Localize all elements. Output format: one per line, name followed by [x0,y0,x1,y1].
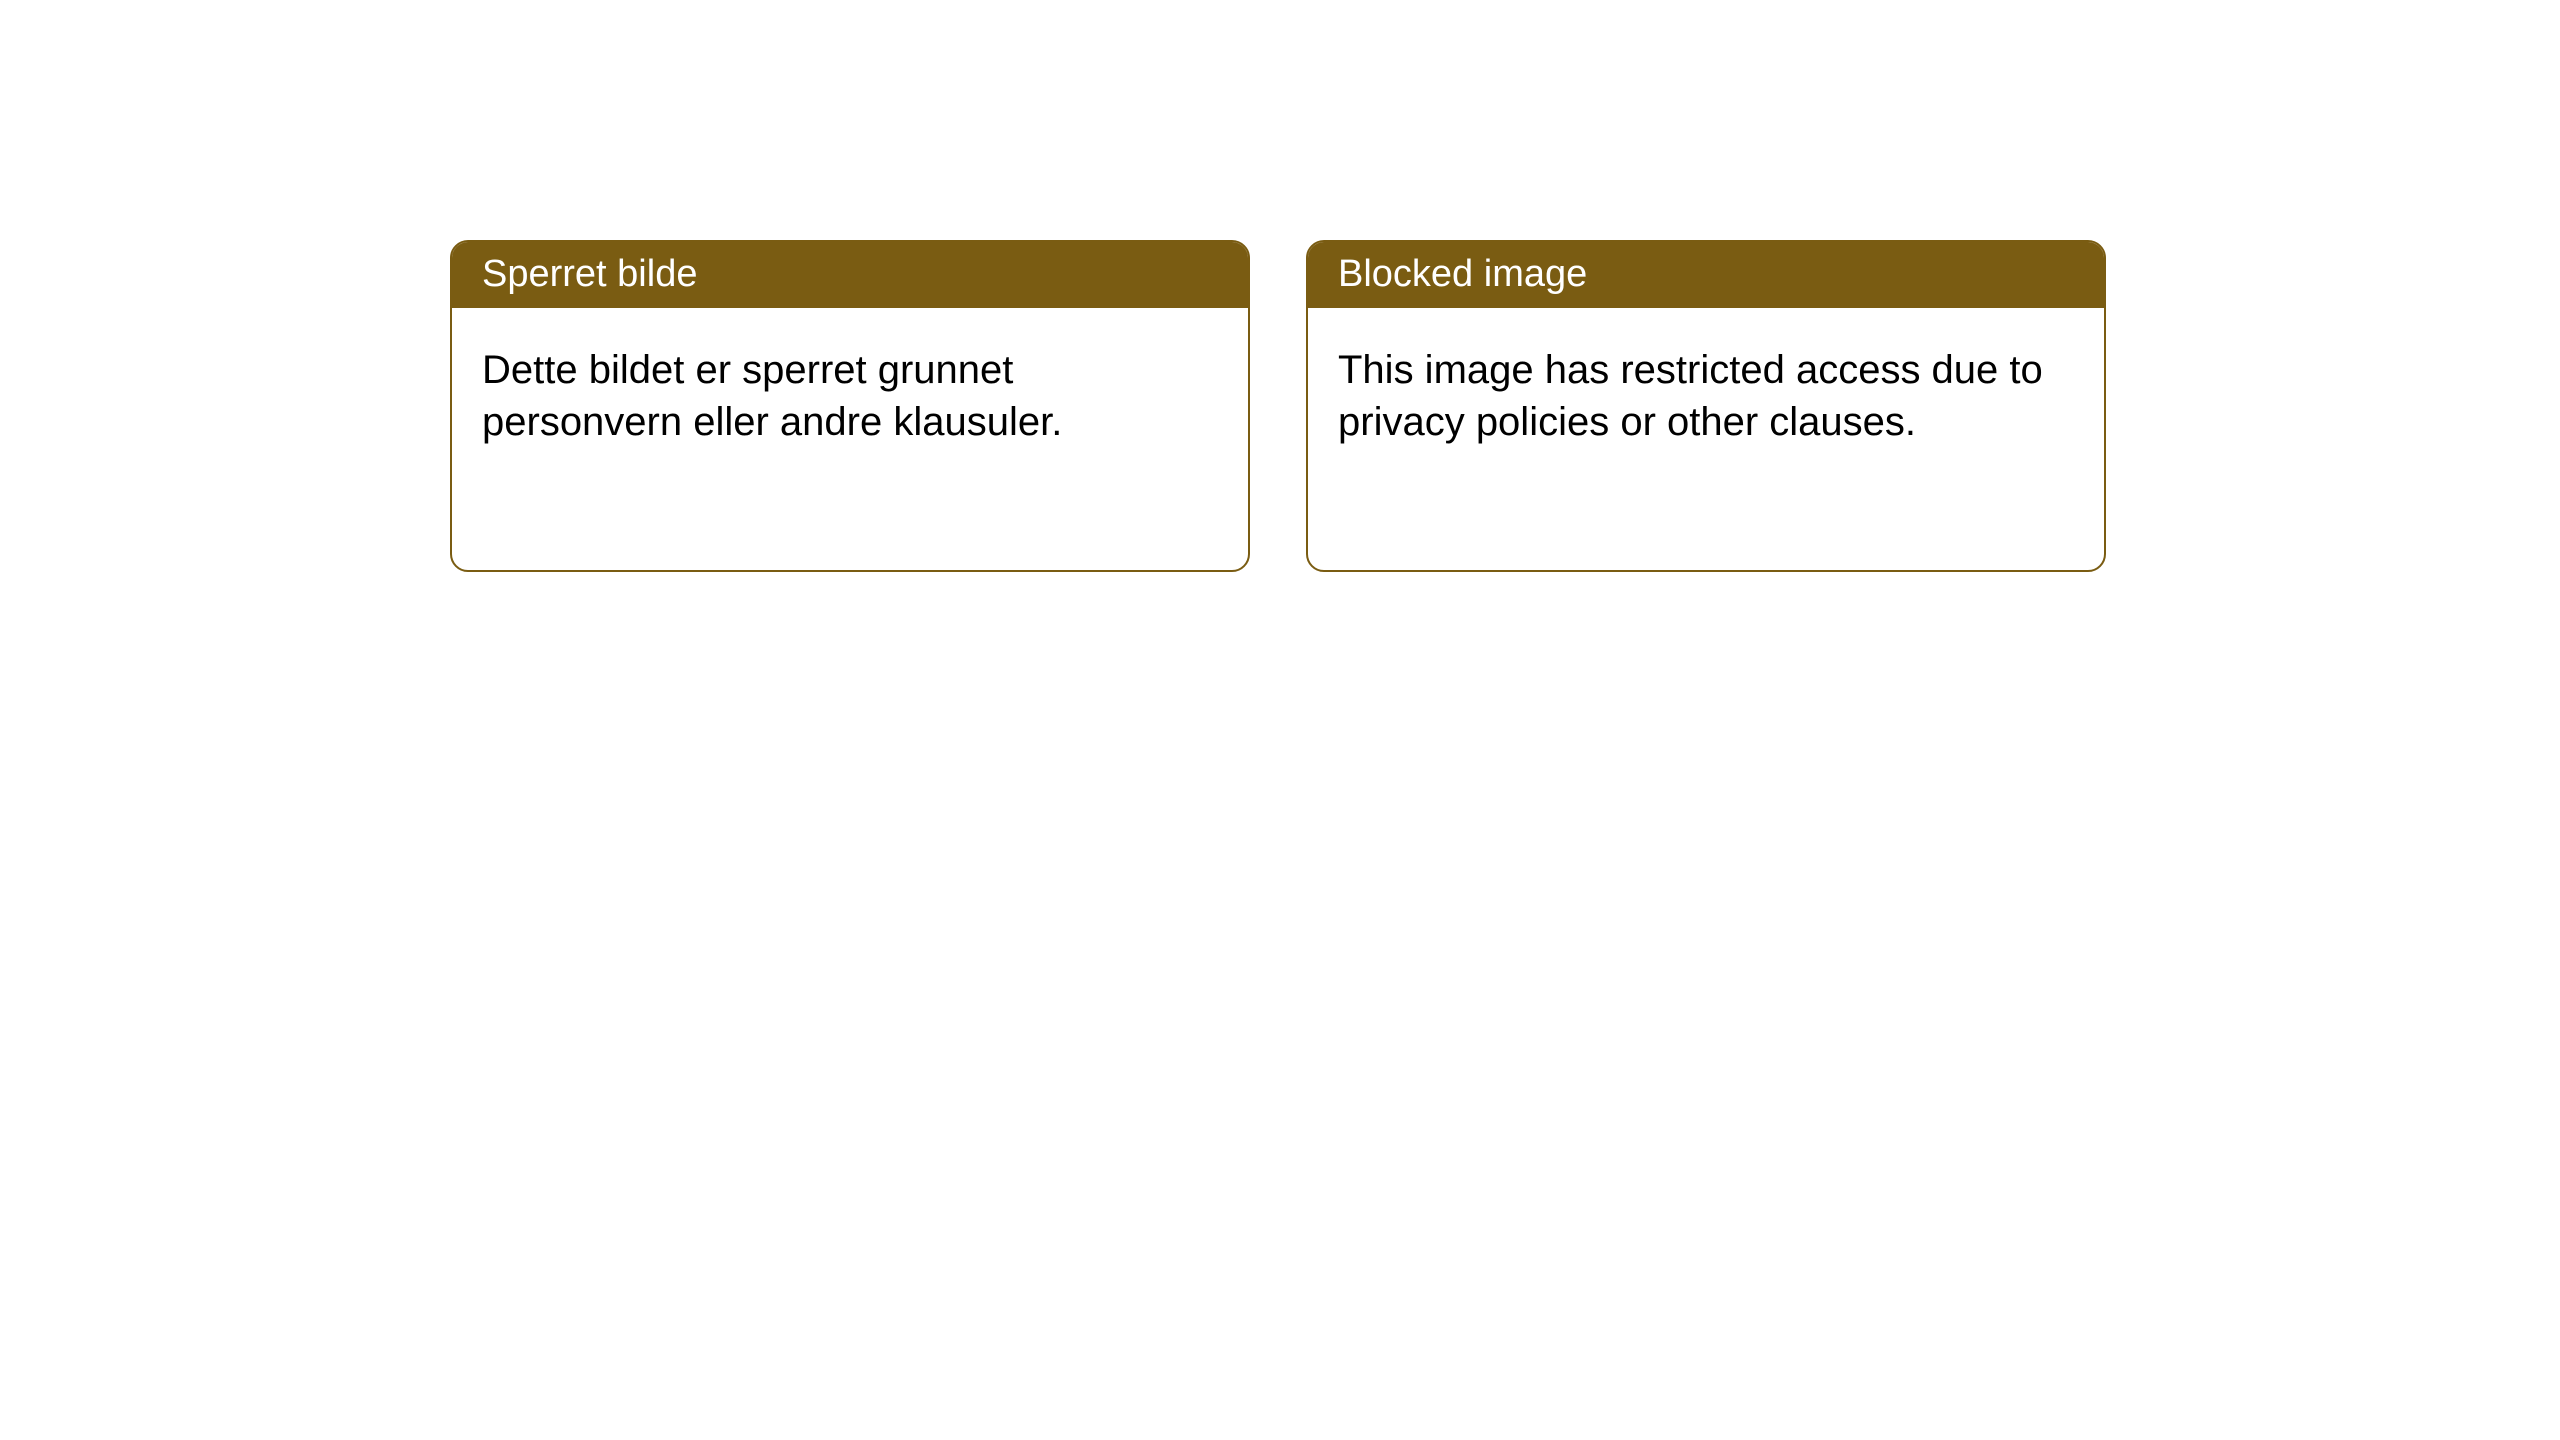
card-message: Dette bildet er sperret grunnet personve… [482,348,1062,444]
blocked-image-card-en: Blocked image This image has restricted … [1306,240,2106,572]
card-header: Blocked image [1308,242,2104,308]
card-title: Blocked image [1338,253,1587,295]
card-body: Dette bildet er sperret grunnet personve… [452,308,1248,484]
blocked-image-card-no: Sperret bilde Dette bildet er sperret gr… [450,240,1250,572]
card-message: This image has restricted access due to … [1338,348,2043,444]
card-header: Sperret bilde [452,242,1248,308]
card-title: Sperret bilde [482,253,697,295]
card-body: This image has restricted access due to … [1308,308,2104,484]
cards-container: Sperret bilde Dette bildet er sperret gr… [450,240,2106,572]
